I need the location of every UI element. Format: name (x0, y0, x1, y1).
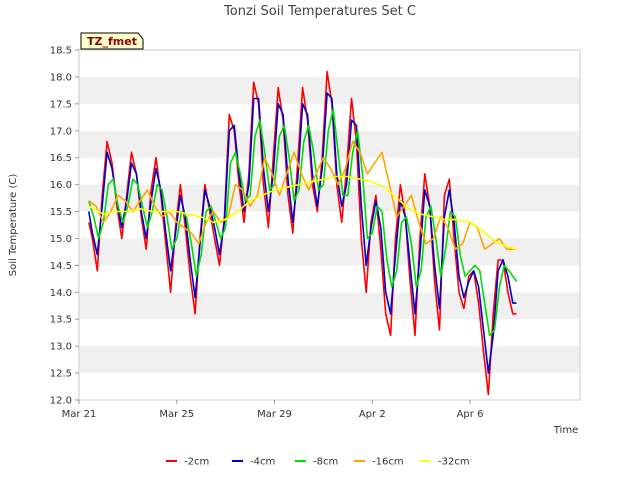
x-tick-label: Apr 6 (457, 409, 484, 420)
grid-band (79, 319, 580, 347)
legend-label: -16cm (372, 457, 404, 468)
series-line-8cm (88, 108, 518, 337)
grid-band (79, 50, 580, 77)
legend-label: -4cm (250, 457, 275, 468)
y-axis-label: Soil Temperature (C) (8, 174, 19, 277)
legend-label: -2cm (184, 457, 209, 468)
grid-band (79, 211, 580, 239)
y-tick-label: 16.5 (50, 153, 72, 164)
y-tick-label: 18.0 (50, 72, 72, 83)
y-tick-label: 15.0 (50, 234, 72, 245)
grid-band (79, 130, 580, 158)
y-tick-label: 13.0 (50, 342, 72, 353)
grid-band (79, 238, 580, 266)
x-axis-ticks: Mar 21 Mar 25 Mar 29 Apr 2 Apr 6 (62, 400, 484, 420)
series-line-16cm (88, 140, 517, 250)
y-tick-label: 14.0 (50, 288, 72, 299)
series-line-4cm (88, 92, 517, 374)
legend: -2cm -4cm -8cm -16cm -32cm (166, 457, 470, 468)
y-tick-label: 14.5 (50, 261, 72, 272)
station-badge: TZ_fmet (80, 32, 144, 50)
y-tick-label: 16.0 (50, 180, 72, 191)
legend-label: -8cm (313, 457, 338, 468)
y-tick-label: 12.5 (50, 369, 72, 380)
x-tick-label: Apr 2 (359, 409, 386, 420)
x-tick-label: Mar 21 (62, 409, 97, 420)
x-tick-label: Mar 25 (159, 409, 194, 420)
legend-label: -32cm (438, 457, 470, 468)
x-tick-label: Mar 29 (257, 409, 292, 420)
grid-band (79, 373, 580, 400)
grid-bands (79, 50, 580, 400)
plot-frame (78, 49, 581, 401)
series-line-32cm (88, 175, 517, 250)
series-lines (88, 70, 518, 396)
y-tick-label: 15.5 (50, 207, 72, 218)
y-tick-label: 12.0 (50, 396, 72, 407)
grid-band (79, 292, 580, 320)
badge-label: TZ_fmet (87, 35, 137, 48)
badge-box (80, 32, 144, 50)
grid-band (79, 346, 580, 374)
y-tick-label: 17.5 (50, 99, 72, 110)
chart-title: Tonzi Soil Temperatures Set C (223, 4, 416, 19)
y-axis-ticks: 12.0 12.5 13.0 13.5 14.0 14.5 15.0 15.5 16.0 16.5… (50, 46, 79, 407)
grid-band (79, 157, 580, 185)
y-tick-label: 18.5 (50, 46, 72, 57)
x-axis-label: Time (553, 425, 578, 436)
y-tick-label: 13.5 (50, 315, 72, 326)
y-tick-label: 17.0 (50, 126, 72, 137)
